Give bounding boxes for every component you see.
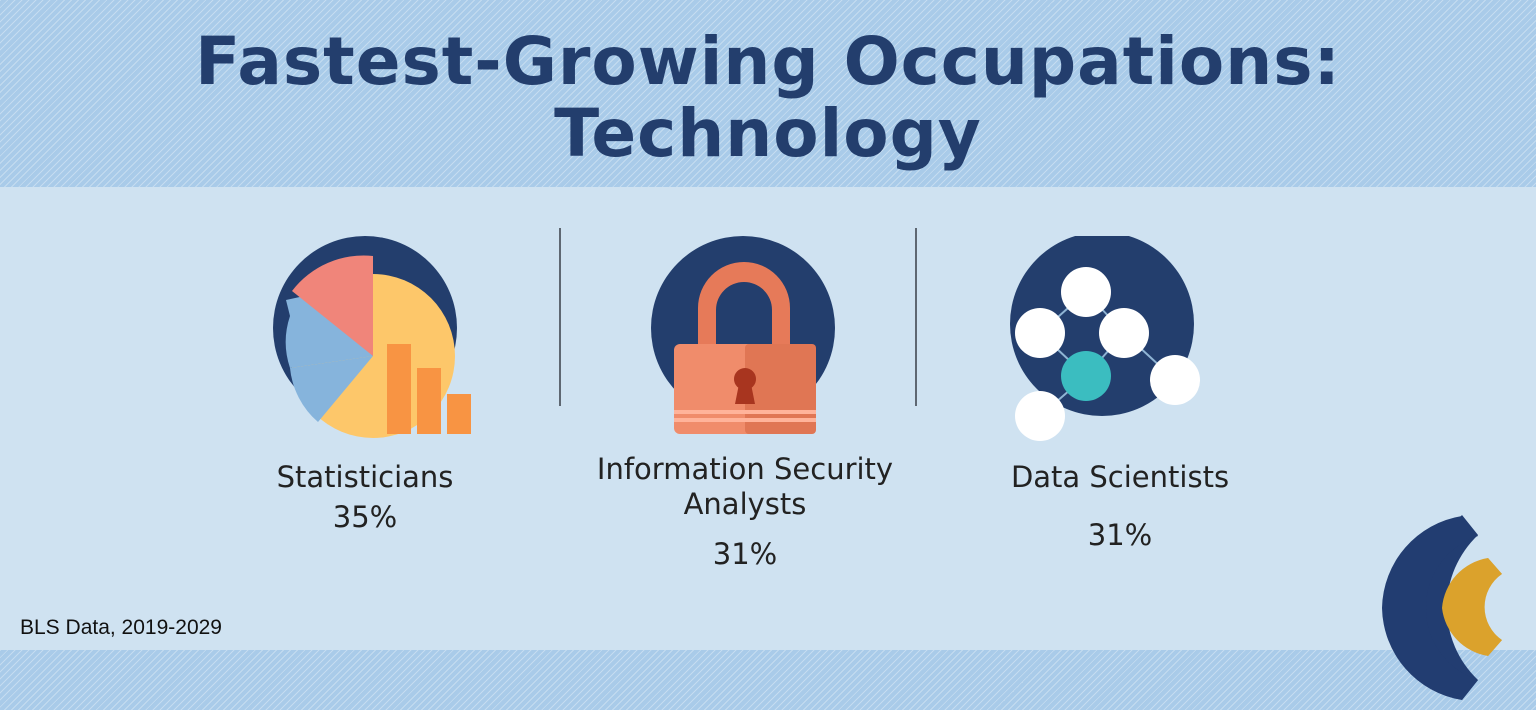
pie-chart-icon: [273, 236, 471, 438]
occupation-label-data-scientists: Data Scientists: [1010, 460, 1230, 494]
occupation-value-data-scientists: 31%: [1087, 518, 1153, 552]
occupation-label-security-line1: Information Security: [596, 452, 894, 486]
occupation-value-security: 31%: [712, 537, 778, 571]
occupation-label-security-line2: Analysts: [683, 487, 807, 521]
title-line-2: Technology: [554, 95, 982, 172]
header-band: [0, 0, 1536, 187]
column-divider-left: [559, 228, 561, 406]
logo-icon: [1382, 515, 1502, 700]
padlock-icon: [651, 236, 835, 434]
column-divider-right: [915, 228, 917, 406]
page-title: Fastest-Growing Occupations: Technology: [0, 26, 1536, 170]
occupation-value-statisticians: 35%: [332, 500, 398, 534]
footer-band: [0, 650, 1536, 710]
network-nodes-icon: [1010, 236, 1200, 441]
occupation-label-statisticians: Statisticians: [276, 460, 454, 494]
title-line-1: Fastest-Growing Occupations:: [195, 23, 1341, 100]
source-note: BLS Data, 2019-2029: [20, 616, 222, 639]
